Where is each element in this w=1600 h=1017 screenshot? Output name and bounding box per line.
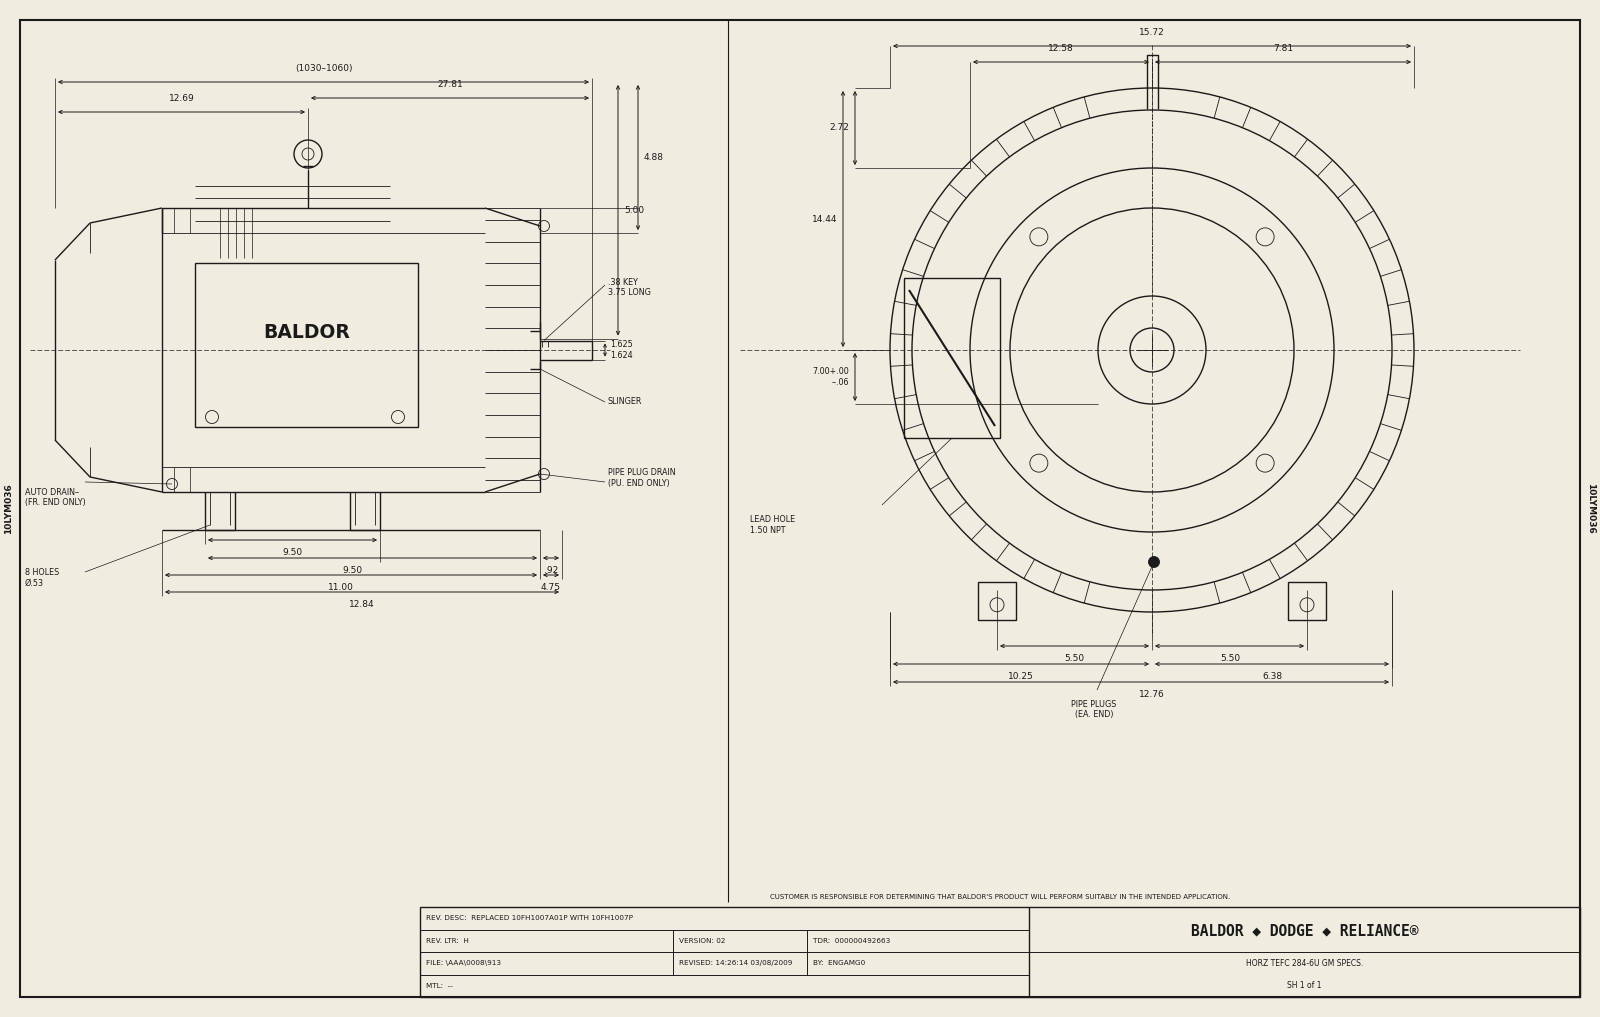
Text: 12.58: 12.58 (1048, 44, 1074, 53)
Bar (195, 263, 418, 427)
Text: 10LYM036: 10LYM036 (5, 483, 13, 534)
Text: 4.75: 4.75 (541, 583, 562, 592)
Text: AUTO DRAIN–
(FR. END ONLY): AUTO DRAIN– (FR. END ONLY) (26, 488, 86, 507)
Text: 10.25: 10.25 (1008, 672, 1034, 681)
Text: REVISED: 14:26:14 03/08/2009: REVISED: 14:26:14 03/08/2009 (678, 960, 792, 966)
Text: HORZ TEFC 284-6U GM SPECS.: HORZ TEFC 284-6U GM SPECS. (1246, 959, 1363, 968)
Text: 11.00: 11.00 (328, 583, 354, 592)
Text: (1030–1060): (1030–1060) (294, 64, 352, 73)
Text: SLINGER: SLINGER (608, 398, 642, 407)
Text: SH 1 of 1: SH 1 of 1 (1288, 981, 1322, 991)
Text: 14.44: 14.44 (811, 215, 837, 224)
Text: 7.00+.00
    –.06: 7.00+.00 –.06 (813, 367, 850, 386)
Text: 8 HOLES
Ø.53: 8 HOLES Ø.53 (26, 569, 59, 588)
Text: REV. LTR:  H: REV. LTR: H (426, 938, 469, 944)
Text: .38 KEY
3.75 LONG: .38 KEY 3.75 LONG (608, 278, 651, 297)
Text: BY:  ENGAMG0: BY: ENGAMG0 (813, 960, 866, 966)
Text: 15.72: 15.72 (1139, 28, 1165, 37)
Text: 2.72: 2.72 (829, 123, 850, 132)
Text: 12.76: 12.76 (1139, 690, 1165, 699)
Text: 9.50: 9.50 (283, 548, 302, 557)
Text: FILE: \AAA\0008\913: FILE: \AAA\0008\913 (426, 960, 501, 966)
Text: CUSTOMER IS RESPONSIBLE FOR DETERMINING THAT BALDOR'S PRODUCT WILL PERFORM SUITA: CUSTOMER IS RESPONSIBLE FOR DETERMINING … (770, 894, 1230, 900)
Bar (904, 278, 1000, 438)
Text: VERSION: 02: VERSION: 02 (678, 938, 725, 944)
Text: 10LYM036: 10LYM036 (1587, 483, 1595, 534)
Text: 12.69: 12.69 (168, 94, 194, 103)
Text: TDR:  000000492663: TDR: 000000492663 (813, 938, 890, 944)
Text: 4.88: 4.88 (643, 153, 664, 162)
Text: BALDOR ◆ DODGE ◆ RELIANCE®: BALDOR ◆ DODGE ◆ RELIANCE® (1190, 923, 1418, 938)
Text: BALDOR: BALDOR (262, 323, 350, 343)
Text: 12.84: 12.84 (349, 600, 374, 609)
Bar (419, 907, 1581, 997)
Text: MTL:  --: MTL: -- (426, 982, 453, 989)
Text: 7.81: 7.81 (1274, 44, 1293, 53)
Text: 5.50: 5.50 (1064, 654, 1085, 663)
Text: PIPE PLUGS
(EA. END): PIPE PLUGS (EA. END) (1072, 700, 1117, 719)
Text: 1.625
1.624: 1.625 1.624 (610, 341, 632, 360)
Text: 6.38: 6.38 (1262, 672, 1282, 681)
Text: 27.81: 27.81 (437, 80, 462, 89)
Text: REV. DESC:  REPLACED 10FH1007A01P WITH 10FH1007P: REV. DESC: REPLACED 10FH1007A01P WITH 10… (426, 915, 634, 921)
Bar (978, 582, 1016, 620)
Text: 5.50: 5.50 (1219, 654, 1240, 663)
Text: 5.00: 5.00 (624, 205, 645, 215)
Text: LEAD HOLE
1.50 NPT: LEAD HOLE 1.50 NPT (750, 516, 795, 535)
Text: .92: .92 (544, 566, 558, 575)
Circle shape (1149, 556, 1160, 567)
Text: 9.50: 9.50 (342, 566, 363, 575)
Text: PIPE PLUG DRAIN
(PU. END ONLY): PIPE PLUG DRAIN (PU. END ONLY) (608, 468, 675, 488)
Bar (1288, 582, 1326, 620)
